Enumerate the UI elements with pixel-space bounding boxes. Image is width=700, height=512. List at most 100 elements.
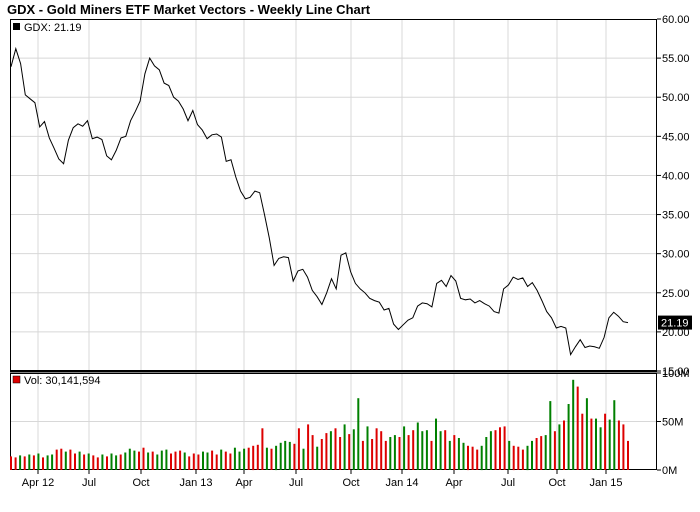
- volume-bar: [311, 435, 314, 470]
- volume-bar: [627, 440, 629, 470]
- volume-bar: [151, 451, 154, 470]
- volume-bar: [585, 398, 588, 470]
- volume-bar: [403, 426, 406, 470]
- volume-bar: [567, 404, 570, 470]
- volume-bar: [549, 401, 552, 470]
- volume-bar: [192, 453, 195, 470]
- volume-y-tick-label: 100M: [662, 368, 690, 380]
- grid-layer: [10, 19, 657, 470]
- price-y-tick-label: 45.00: [662, 131, 690, 143]
- volume-bar: [535, 438, 538, 470]
- price-y-tick-label: 30.00: [662, 249, 690, 261]
- volume-bar: [613, 400, 616, 470]
- volume-bar: [416, 422, 419, 470]
- volume-bar: [74, 453, 76, 470]
- volume-bar: [380, 431, 383, 470]
- volume-bar: [617, 420, 620, 470]
- volume-bar: [37, 453, 40, 470]
- volume-bar: [320, 439, 323, 470]
- volume-bar: [170, 453, 172, 470]
- volume-bar: [233, 447, 236, 470]
- volume-bar: [256, 444, 259, 470]
- volume-bar: [220, 449, 223, 470]
- volume-bar: [147, 452, 150, 470]
- x-tick-label: Oct: [548, 477, 565, 489]
- volume-bar: [517, 446, 520, 470]
- volume-bar: [106, 456, 108, 470]
- x-tick-label: Jan 15: [589, 477, 622, 489]
- price-y-tick-label: 55.00: [662, 53, 690, 65]
- price-layer: [10, 46, 629, 356]
- x-tick-label: Apr: [445, 477, 462, 489]
- volume-bar: [265, 447, 268, 470]
- volume-bar: [211, 450, 214, 470]
- volume-bar: [329, 431, 332, 470]
- volume-bar: [261, 428, 264, 470]
- volume-bar: [14, 457, 17, 470]
- volume-bar: [521, 449, 524, 470]
- volume-panel-frame: [10, 373, 657, 470]
- volume-bar: [476, 449, 479, 470]
- volume-bar: [10, 456, 12, 470]
- volume-bar: [453, 435, 456, 470]
- volume-bar: [215, 454, 218, 470]
- x-tick-label: Jul: [501, 477, 515, 489]
- x-tick-label: Apr 12: [22, 477, 54, 489]
- volume-bar: [439, 431, 442, 470]
- volume-bar: [252, 445, 255, 471]
- volume-bar: [28, 454, 31, 470]
- volume-bar: [160, 450, 163, 470]
- volume-bar: [293, 443, 296, 470]
- volume-bar: [297, 428, 300, 470]
- volume-bar: [572, 379, 575, 470]
- volume-bar: [60, 448, 63, 470]
- volume-bar: [526, 445, 529, 471]
- volume-bar: [352, 429, 355, 470]
- volume-bar: [288, 441, 291, 470]
- volume-bar: [179, 450, 182, 470]
- chart-title: GDX - Gold Miners ETF Market Vectors - W…: [7, 2, 371, 17]
- volume-bar: [206, 452, 209, 470]
- volume-bar: [96, 457, 99, 470]
- volume-bar: [202, 451, 204, 470]
- volume-bar: [430, 440, 433, 470]
- volume-bar: [339, 437, 342, 470]
- volume-bar: [494, 430, 497, 470]
- x-tick-label: Jan 13: [179, 477, 212, 489]
- x-tick-label: Jan 14: [385, 477, 418, 489]
- volume-bar: [64, 451, 67, 470]
- volume-bar: [229, 453, 232, 470]
- volume-bar: [174, 451, 177, 470]
- volume-bar: [599, 427, 602, 470]
- price-y-tick-label: 60.00: [662, 14, 690, 26]
- volume-bar: [622, 424, 625, 470]
- volume-bar: [544, 435, 547, 470]
- volume-bar: [407, 435, 410, 470]
- volume-bar: [128, 448, 131, 470]
- volume-bar: [316, 446, 319, 470]
- volume-bar: [384, 440, 387, 470]
- volume-bar: [279, 442, 282, 470]
- volume-bar: [558, 424, 561, 470]
- price-y-tick-label: 35.00: [662, 210, 690, 222]
- x-tick-label: Oct: [342, 477, 359, 489]
- x-tick-label: Jul: [289, 477, 303, 489]
- volume-bar: [101, 454, 104, 470]
- volume-bar: [42, 457, 44, 470]
- volume-bar: [165, 449, 168, 470]
- volume-bar: [334, 428, 337, 470]
- volume-bar: [124, 452, 127, 470]
- volume-bar: [608, 419, 611, 470]
- volume-bar: [183, 452, 186, 470]
- volume-bar: [508, 440, 511, 470]
- volume-bar: [604, 413, 607, 470]
- volume-bar: [343, 424, 346, 470]
- volume-bar: [78, 451, 81, 470]
- volume-y-tick-label: 50M: [662, 417, 683, 429]
- price-line: [10, 46, 629, 356]
- x-tick-label: Jul: [82, 477, 96, 489]
- axis-layer: 15.00 20.00 25.00 30.00 35.00 40.00 45.00 50.00…: [22, 14, 692, 489]
- volume-bar: [366, 426, 369, 470]
- volume-bar: [503, 426, 506, 470]
- volume-bar: [462, 442, 465, 470]
